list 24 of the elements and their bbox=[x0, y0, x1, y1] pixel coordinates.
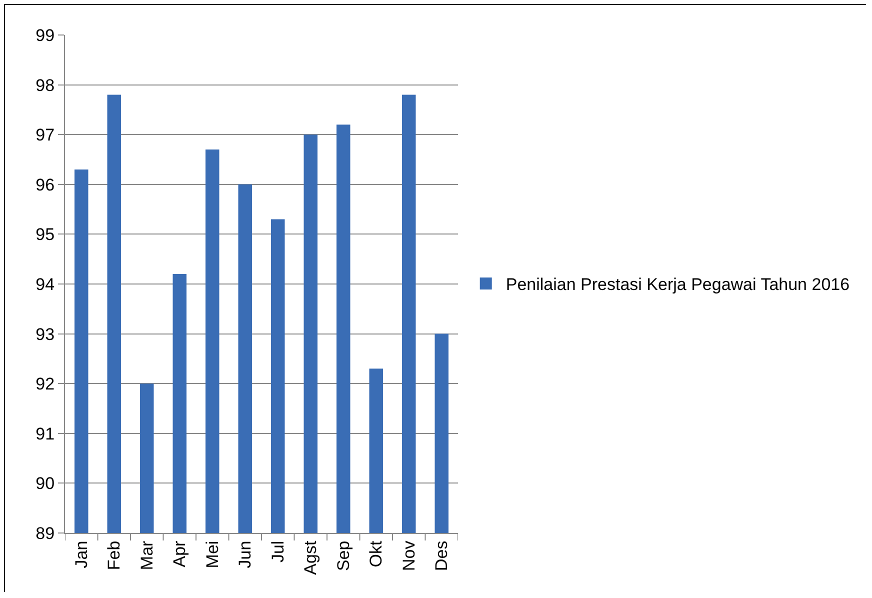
x-tick-label: Feb bbox=[104, 540, 124, 570]
y-tick-label: 93 bbox=[36, 324, 55, 344]
x-tick-label: Okt bbox=[366, 540, 386, 568]
x-tick-label: Jun bbox=[236, 540, 255, 568]
y-tick-label: 95 bbox=[36, 225, 55, 244]
x-tick-label: Mar bbox=[137, 540, 156, 570]
x-tick-label: Agst bbox=[301, 540, 320, 575]
y-tick-label: 98 bbox=[36, 76, 55, 95]
x-tick-label: Sep bbox=[334, 540, 353, 572]
y-tick-label: 90 bbox=[36, 474, 55, 494]
x-tick-label: Jan bbox=[72, 540, 91, 568]
y-tick-label: 97 bbox=[36, 126, 55, 145]
x-tick-label: Mei bbox=[202, 540, 222, 568]
legend-label: Penilaian Prestasi Kerja Pegawai Tahun 2016 bbox=[506, 275, 850, 294]
y-tick-label: 89 bbox=[36, 524, 55, 543]
x-tick-label: Nov bbox=[399, 540, 418, 572]
y-tick-label: 94 bbox=[36, 274, 55, 294]
y-tick-label: 92 bbox=[36, 374, 55, 394]
x-tick-label: Jul bbox=[268, 540, 288, 563]
x-tick-label: Des bbox=[432, 540, 452, 572]
x-tick-label: Apr bbox=[170, 540, 190, 568]
y-tick-label: 96 bbox=[36, 175, 55, 194]
y-tick-label: 91 bbox=[36, 424, 55, 444]
y-tick-label: 99 bbox=[36, 26, 55, 45]
